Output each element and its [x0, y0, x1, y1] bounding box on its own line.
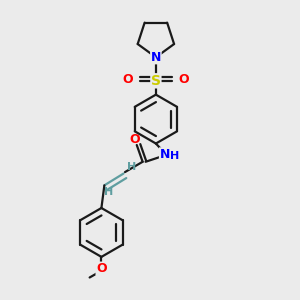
Text: N: N [160, 148, 170, 161]
Text: O: O [96, 262, 107, 275]
Text: H: H [104, 187, 113, 197]
Text: O: O [123, 73, 133, 85]
Text: O: O [178, 73, 189, 85]
Text: N: N [151, 51, 161, 64]
Text: O: O [129, 133, 140, 146]
Text: H: H [169, 151, 179, 161]
Text: H: H [127, 162, 136, 172]
Text: S: S [151, 74, 161, 88]
